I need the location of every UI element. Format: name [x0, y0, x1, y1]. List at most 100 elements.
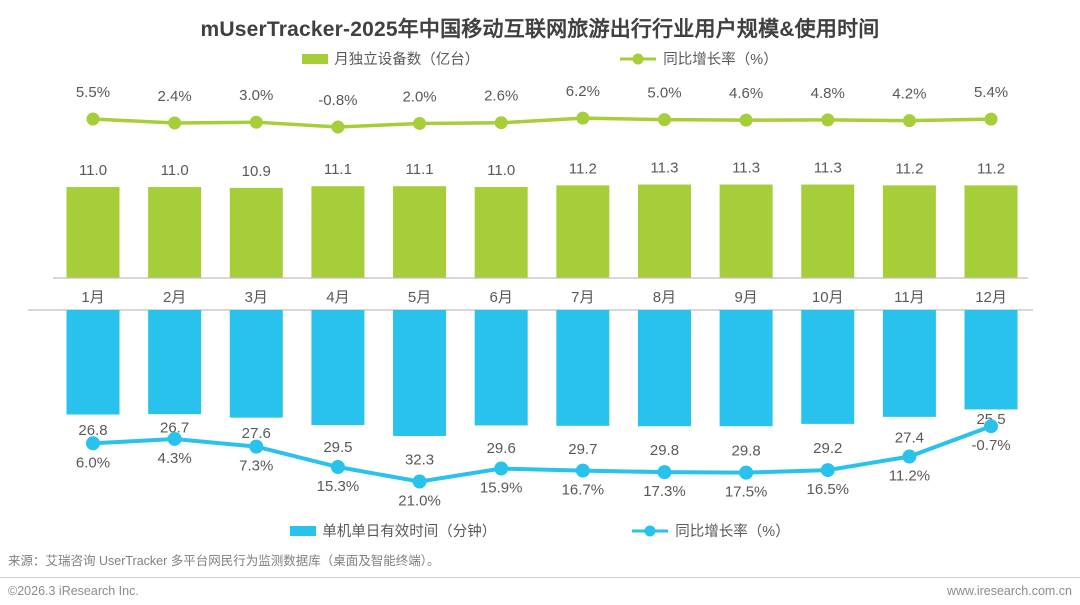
footer-copyright: ©2026.3 iResearch Inc.: [8, 584, 139, 598]
time-growth-label: 16.7%: [562, 482, 605, 499]
time-growth-dot: [330, 460, 345, 475]
device-growth-dot: [821, 113, 835, 127]
time-growth-label: 11.2%: [889, 468, 930, 485]
device-value-label: 11.0: [161, 162, 189, 179]
legend-item-yoy-growth-bottom: 同比增长率（%）: [631, 520, 790, 541]
month-label: 10月: [812, 289, 844, 306]
device-growth-dot: [657, 113, 671, 127]
time-value-label: 32.3: [405, 452, 434, 469]
device-growth-dot: [86, 112, 100, 126]
time-growth-label: 7.3%: [239, 458, 273, 475]
time-bar: [66, 310, 120, 415]
month-label: 5月: [408, 289, 431, 306]
device-value-label: 11.3: [814, 160, 842, 177]
device-value-label: 11.3: [732, 160, 760, 177]
time-growth-dot: [739, 465, 754, 480]
legend-label: 同比增长率（%）: [663, 52, 778, 68]
footer-divider: [0, 577, 1080, 578]
device-growth-label: 2.6%: [484, 88, 518, 105]
time-bar: [637, 310, 691, 427]
month-label: 6月: [490, 289, 513, 306]
device-bar: [474, 187, 528, 278]
time-bar: [393, 310, 447, 436]
device-value-label: 11.0: [79, 162, 107, 179]
device-bar: [311, 186, 365, 278]
time-growth-label: 15.3%: [317, 478, 360, 495]
device-value-label: 11.2: [977, 160, 1005, 177]
device-value-label: 11.2: [895, 160, 923, 177]
device-growth-dot: [249, 115, 263, 129]
time-bar: [229, 310, 283, 418]
device-growth-dot: [984, 112, 998, 126]
time-growth-label: -0.7%: [971, 437, 1010, 454]
device-bar: [66, 187, 120, 278]
device-bar: [637, 184, 691, 278]
device-value-label: 11.1: [406, 161, 434, 178]
device-growth-dot: [739, 113, 753, 127]
time-bar: [801, 310, 855, 424]
legend-top: 月独立设备数（亿台） 同比增长率（%）: [0, 48, 1080, 69]
legend-item-daily-time: 单机单日有效时间（分钟）: [290, 520, 496, 541]
time-growth-dot: [412, 474, 427, 489]
month-label: 1月: [81, 289, 104, 306]
month-label: 11月: [894, 289, 925, 306]
time-growth-dot: [820, 463, 835, 478]
device-growth-label: 3.0%: [239, 87, 273, 104]
device-growth-label: 2.4%: [158, 88, 192, 105]
device-growth-label: 6.2%: [566, 83, 600, 100]
legend-item-monthly-devices: 月独立设备数（亿台）: [302, 48, 479, 69]
device-bar: [964, 185, 1018, 278]
month-label: 12月: [975, 289, 1007, 306]
legend-label: 同比增长率（%）: [675, 524, 790, 540]
time-growth-label: 17.3%: [643, 483, 686, 500]
time-bar: [719, 310, 773, 427]
time-value-label: 29.6: [487, 440, 516, 457]
month-label: 7月: [571, 289, 594, 306]
device-bar: [148, 187, 202, 278]
device-bar: [556, 185, 610, 278]
month-label: 9月: [734, 289, 757, 306]
time-bar: [148, 310, 202, 415]
month-label: 3月: [245, 289, 268, 306]
page-title: mUserTracker-2025年中国移动互联网旅游出行行业用户规模&使用时间: [200, 18, 880, 41]
device-growth-label: 5.5%: [76, 84, 110, 101]
time-value-label: 29.8: [650, 442, 679, 459]
device-growth-label: -0.8%: [318, 92, 357, 109]
time-value-label: 29.7: [568, 441, 597, 458]
source-note: 来源：艾瑞咨询 UserTracker 多平台网民行为监测数据库（桌面及智能终端…: [8, 554, 440, 568]
device-growth-dot: [902, 114, 916, 128]
green-bar-swatch-icon: [302, 53, 329, 64]
time-growth-dot: [575, 463, 590, 478]
time-value-label: 29.8: [732, 442, 761, 459]
time-growth-dot: [249, 439, 264, 454]
time-bar: [882, 310, 936, 417]
blue-line-marker-icon: [632, 525, 669, 536]
device-growth-label: 2.0%: [402, 88, 436, 105]
device-bar: [393, 186, 447, 278]
time-value-label: 29.5: [323, 439, 352, 456]
device-bar: [801, 184, 855, 278]
device-bar: [719, 184, 773, 278]
month-label: 2月: [163, 289, 186, 306]
time-growth-label: 15.9%: [480, 480, 523, 497]
time-growth-label: 4.3%: [158, 450, 192, 467]
time-bar: [474, 310, 528, 426]
device-growth-label: 5.4%: [974, 84, 1008, 101]
device-growth-line: [92, 116, 992, 129]
time-growth-dot: [86, 436, 100, 451]
legend-label: 月独立设备数（亿台）: [334, 52, 480, 68]
device-bar: [882, 185, 936, 278]
device-value-label: 11.0: [487, 162, 515, 179]
device-value-label: 10.9: [242, 163, 271, 180]
footer-url: www.iresearch.com.cn: [946, 584, 1072, 598]
legend-bottom: 单机单日有效时间（分钟） 同比增长率（%）: [0, 520, 1080, 541]
device-growth-dot: [494, 116, 508, 130]
device-growth-label: 4.8%: [811, 85, 845, 102]
time-bar: [964, 310, 1018, 410]
month-label: 4月: [326, 289, 349, 306]
time-value-label: 29.2: [813, 440, 842, 457]
time-bar: [311, 310, 365, 426]
time-growth-dot: [984, 419, 999, 434]
